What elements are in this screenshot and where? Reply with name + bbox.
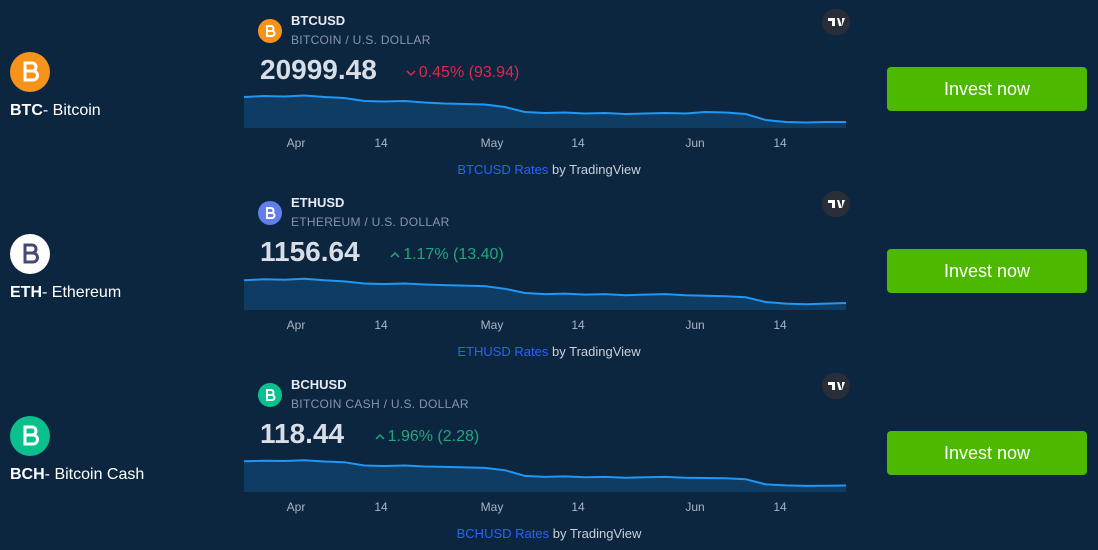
symbol-icon — [258, 19, 282, 43]
description: BITCOIN / U.S. DOLLAR — [291, 33, 431, 47]
x-tick-label: May — [480, 136, 504, 150]
x-tick-label: 14 — [773, 500, 787, 514]
description: BITCOIN CASH / U.S. DOLLAR — [291, 397, 469, 411]
symbol: BTCUSD — [291, 13, 346, 28]
x-tick-label: Jun — [685, 500, 705, 514]
x-tick-label: 14 — [374, 136, 388, 150]
sparkline-line — [244, 459, 846, 487]
invest-button[interactable]: Invest now — [887, 431, 1087, 475]
change-arrow — [375, 433, 385, 440]
symbol-icon — [258, 383, 282, 407]
logo-mark — [828, 18, 845, 26]
coin-icon — [10, 234, 50, 274]
sparkline — [244, 277, 846, 310]
ticker: BTC — [10, 102, 43, 119]
invest-button[interactable]: Invest now — [887, 249, 1087, 293]
sparkline-line — [244, 277, 846, 306]
symbol-icon — [258, 201, 282, 225]
logo-mark — [828, 200, 845, 208]
footer: ETHUSD Rates by TradingView — [457, 344, 640, 359]
attribution: by TradingView — [552, 526, 642, 541]
chevron — [406, 70, 416, 77]
description: ETHEREUM / U.S. DOLLAR — [291, 215, 450, 229]
chevron — [375, 433, 385, 440]
coin-glyph — [23, 61, 39, 82]
rates-link[interactable]: ETHUSD Rates — [457, 344, 549, 359]
invest-button[interactable]: Invest now — [887, 67, 1087, 111]
sparkline-line — [244, 94, 846, 124]
ticker: ETH — [10, 284, 42, 301]
footer: BTCUSD Rates by TradingView — [457, 162, 640, 177]
symbol-glyph — [266, 207, 276, 219]
footer: BCHUSD Rates by TradingView — [457, 526, 642, 541]
change: 1.17% (13.40) — [403, 246, 504, 263]
change: 0.45% (93.94) — [418, 64, 520, 81]
sparkline-area — [244, 460, 846, 492]
coin-label: BTC- Bitcoin — [10, 102, 101, 120]
tradingview-logo — [822, 9, 850, 35]
x-tick-label: 14 — [571, 500, 585, 514]
coin-icon — [10, 52, 50, 92]
coin-name: - Ethereum — [42, 284, 122, 301]
sparkline — [244, 459, 846, 492]
x-tick-label: Apr — [286, 500, 306, 514]
coin-name: - Bitcoin — [42, 102, 101, 119]
change-arrow — [390, 251, 400, 258]
x-tick-label: 14 — [571, 318, 585, 332]
ticker: BCH — [10, 466, 45, 483]
sparkline — [244, 94, 846, 128]
x-tick-label: 14 — [571, 136, 585, 150]
chevron — [390, 251, 400, 258]
x-tick-label: Apr — [286, 318, 306, 332]
price: 20999.48 — [260, 54, 377, 85]
x-tick-label: Jun — [685, 136, 705, 150]
x-tick-label: 14 — [773, 318, 787, 332]
symbol-glyph — [266, 389, 276, 401]
change: 1.96% (2.28) — [387, 428, 480, 445]
change-arrow — [406, 70, 416, 77]
symbol: BCHUSD — [291, 377, 347, 392]
symbol: ETHUSD — [291, 195, 345, 210]
attribution: by TradingView — [552, 162, 641, 177]
logo-mark — [828, 382, 845, 390]
coin-icon — [10, 416, 50, 456]
price: 1156.64 — [260, 236, 360, 267]
coin-glyph — [23, 243, 39, 264]
coin-label: ETH- Ethereum — [10, 284, 121, 302]
coin-glyph — [23, 425, 39, 446]
x-tick-label: 14 — [773, 136, 787, 150]
logo-bg — [822, 191, 850, 217]
tradingview-logo — [822, 191, 850, 217]
logo-bg — [822, 373, 850, 399]
coin-label: BCH- Bitcoin Cash — [10, 466, 144, 484]
symbol-glyph — [266, 25, 276, 37]
sparkline-area — [244, 95, 846, 128]
rates-link[interactable]: BCHUSD Rates — [456, 526, 550, 541]
tradingview-logo — [822, 373, 850, 399]
x-tick-label: Jun — [685, 318, 705, 332]
rates-link[interactable]: BTCUSD Rates — [457, 162, 549, 177]
x-tick-label: Apr — [286, 136, 306, 150]
coin-name: - Bitcoin Cash — [44, 466, 145, 483]
x-tick-label: May — [480, 318, 504, 332]
logo-bg — [822, 9, 850, 35]
attribution: by TradingView — [552, 344, 641, 359]
x-tick-label: 14 — [374, 318, 388, 332]
price: 118.44 — [260, 418, 345, 449]
x-tick-label: May — [480, 500, 504, 514]
x-tick-label: 14 — [374, 500, 388, 514]
